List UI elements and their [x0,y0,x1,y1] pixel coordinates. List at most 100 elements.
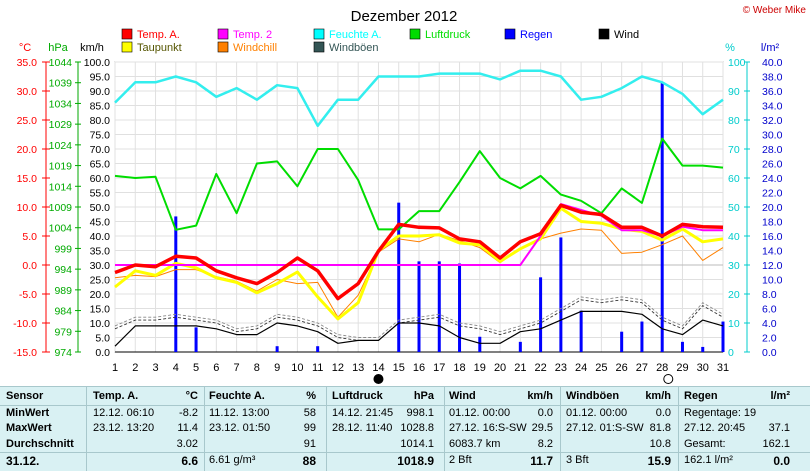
x-tick-label: 24 [575,362,587,374]
x-tick-label: 17 [433,362,445,374]
temp-tick-label: 35.0 [17,57,38,69]
temp-tick-label: -10.0 [13,318,37,330]
summary-press-value: 1028.8 [400,422,434,434]
summary-rain-value: 37.1 [768,422,790,434]
rain-bar [316,346,320,352]
rain-bar [660,83,664,353]
rain-tick-label: 32.0 [762,115,783,127]
x-tick-label: 3 [152,362,158,374]
pressure-tick-label: 999 [54,243,72,255]
summary-hum-value: 88 [302,454,316,468]
rain-bar [539,277,543,352]
legend-label: Taupunkt [137,42,182,54]
rain-tick-label: 20.0 [762,202,783,214]
legend-label: Windböen [329,42,379,54]
summary-gust-label: 01.12. 00:00 [566,407,628,419]
x-tick-label: 26 [616,362,628,374]
pressure-tick-label: 979 [54,326,72,338]
pressure-tick-label: 1034 [49,98,73,110]
pressure-tick-label: 1039 [49,78,73,90]
x-tick-label: 31 [717,362,729,374]
summary-press-value: 1018.9 [397,454,434,468]
rain-tick-label: 24.0 [762,173,783,185]
summary-gust-value: 10.8 [649,438,671,450]
temp-tick-label: 0.0 [22,260,37,272]
legend-swatch [409,28,421,40]
legend-swatch [313,41,325,53]
legend-label: Wind [614,29,639,41]
summary-gust-label: Windböen [566,390,620,402]
x-tick-label: 14 [372,362,384,374]
rain-bar [721,321,725,352]
temp-tick-label: 30.0 [17,86,38,98]
x-tick-label: 10 [291,362,303,374]
rain-tick-label: 22.0 [762,188,783,200]
legend-label: Temp. A. [137,29,180,41]
summary-wind-value: 0.0 [537,407,553,419]
summary-temp-value: 3.02 [176,438,198,450]
credit-label: © Weber Mike [743,5,807,16]
summary-row-label: 31.12. [6,454,40,468]
rain-bar [417,261,421,352]
chart-title: Dezember 2012 [351,8,458,25]
rain-tick-label: 30.0 [762,130,783,142]
rain-bar [559,237,563,352]
x-tick-label: 1 [112,362,118,374]
rain-bar [518,341,522,352]
summary-gust-label: 3 Bft [566,454,589,466]
series-line [114,310,724,347]
wind-tick-label: 15.0 [90,304,111,316]
humidity-tick-label: 20 [728,289,740,301]
humidity-tick-label: 50 [728,202,740,214]
summary-press-value: 998.1 [406,407,434,419]
temp-tick-label: 5.0 [22,231,37,243]
series-line [114,299,724,341]
humidity-unit-label: % [725,42,735,54]
summary-temp-value: °C [185,390,198,402]
pressure-tick-label: 1024 [49,140,73,152]
wind-tick-label: 50.0 [90,202,111,214]
temp-unit-label: °C [19,42,31,54]
pressure-tick-label: 1029 [49,119,73,131]
summary-hum-label: 11.12. 13:00 [209,407,270,419]
summary-gust-value: 81.8 [649,422,671,434]
wind-tick-label: 40.0 [90,231,111,243]
summary-temp-value: -8.2 [179,407,198,419]
rain-bar [437,261,441,352]
summary-hum-value: 91 [303,438,316,450]
rain-tick-label: 4.0 [762,318,777,330]
plot-grid [114,61,724,353]
x-tick-label: 6 [213,362,219,374]
summary-rain-value: l/m² [770,390,790,402]
summary-gust-value: 0.0 [655,407,671,419]
x-tick-label: 2 [132,362,138,374]
axis-labels: 35.030.025.020.015.010.05.00.0-5.0-10.0-… [13,57,783,374]
summary-column-divider [444,386,445,471]
series-line [114,69,724,128]
summary-rain-value: 162.1 [762,438,790,450]
x-tick-label: 13 [352,362,364,374]
wind-tick-label: 5.0 [95,333,110,345]
legend-swatch [121,28,133,40]
x-tick-label: 4 [173,362,179,374]
x-tick-label: 20 [494,362,506,374]
x-tick-label: 12 [332,362,344,374]
summary-press-label: 28.12. 11:40 [332,422,393,434]
summary-rain-label: 27.12. 20:45 [684,422,746,434]
summary-table: Sensor Temp. A. °C Feuchte A.% Luftdruck hPa W… [0,386,810,471]
temp-tick-label: 10.0 [17,202,38,214]
x-tick-label: 28 [656,362,668,374]
legend-label: Temp. 2 [233,29,272,41]
x-tick-label: 15 [393,362,405,374]
pressure-tick-label: 1044 [49,57,73,69]
summary-hum-label: 6.61 g/m³ [209,454,256,466]
rain-bar [194,327,198,352]
summary-temp-value: 11.4 [177,422,198,434]
x-tick-label: 25 [595,362,607,374]
humidity-tick-label: 80 [728,115,740,127]
temp-tick-label: -15.0 [13,347,37,359]
summary-rain-label: Regen [684,390,718,402]
x-tick-label: 11 [312,362,323,374]
summary-wind-label: 2 Bft [449,454,472,466]
moon-markers [373,374,674,384]
